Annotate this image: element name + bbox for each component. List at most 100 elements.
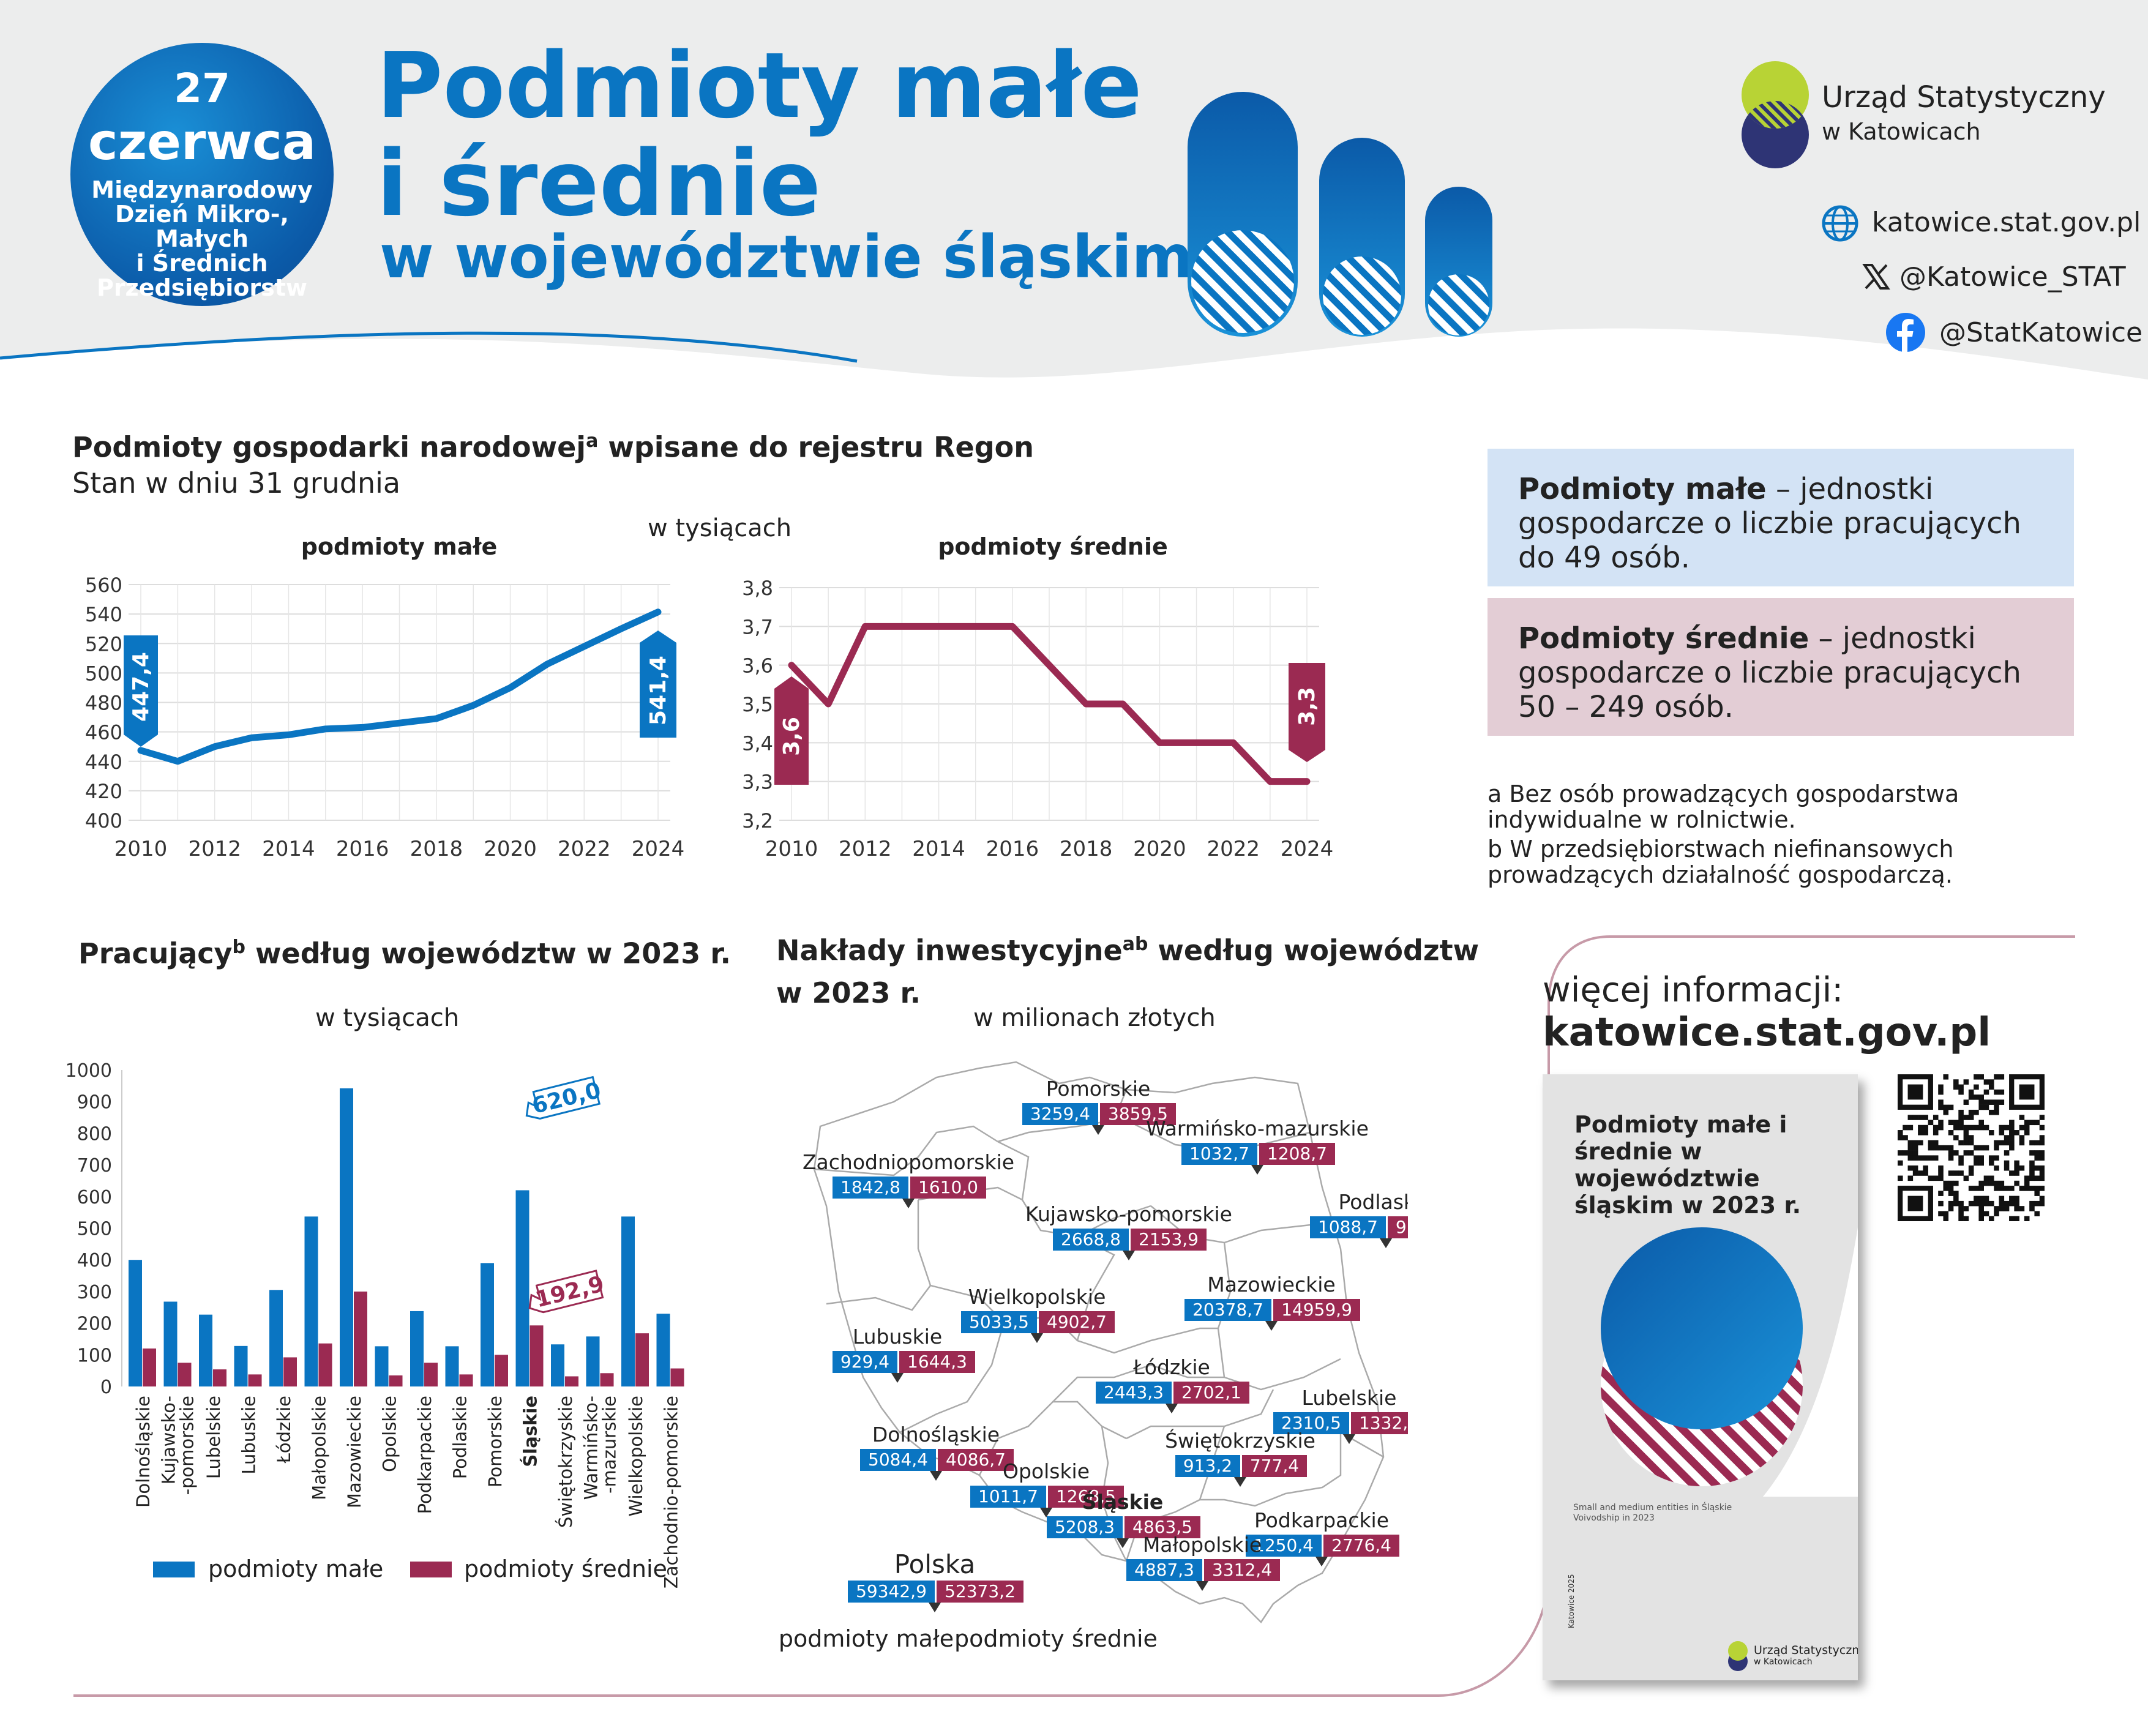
publication-title: Podmioty małe i średnie w województwie ś… (1574, 1111, 1802, 1219)
x-tick-label: 2010 (114, 837, 168, 861)
qr-module (2014, 1195, 2019, 1202)
qr-module (2019, 1186, 2025, 1191)
qr-module (2024, 1120, 2030, 1126)
qr-module (1994, 1145, 1999, 1151)
qr-module (1907, 1175, 1914, 1181)
qr-module (2019, 1140, 2025, 1146)
qr-module (1988, 1084, 1994, 1090)
qr-module (1958, 1200, 1964, 1207)
y-tick-label: 600 (77, 1187, 112, 1208)
more-info-label: więcej informacji: (1543, 970, 1844, 1010)
qr-module (1999, 1140, 2005, 1146)
qr-module (2034, 1140, 2040, 1146)
qr-module (2039, 1186, 2045, 1191)
qr-module (2029, 1206, 2035, 1211)
y-tick-label: 500 (77, 1219, 112, 1240)
x-icon (1862, 264, 1890, 290)
badge-line: Dzień Mikro-, Małych (115, 201, 289, 252)
qr-module (1923, 1130, 1928, 1136)
regon-title-end: wpisane do rejestru Regon (598, 430, 1035, 464)
qr-module (1978, 1104, 1984, 1110)
y-tick-label: 800 (77, 1123, 112, 1145)
office-name: Urząd Statystyczny (1822, 80, 2106, 114)
qr-module (1958, 1089, 1964, 1095)
qr-module (2004, 1200, 2010, 1207)
legend-label-small: podmioty małe (208, 1555, 383, 1582)
qr-module (1974, 1200, 1979, 1207)
qr-module (2014, 1165, 2019, 1171)
x-category-label: Dolnośląskie (133, 1396, 154, 1508)
qr-module (1963, 1150, 1969, 1156)
bar-medium (178, 1363, 192, 1386)
map-region-entry: Mazowieckie 20378,7 14959,9 (1184, 1273, 1360, 1331)
qr-module (2029, 1140, 2035, 1146)
region-value-box-medium (1204, 1559, 1280, 1581)
value-callout (1289, 663, 1325, 762)
region-value-box-small (1096, 1382, 1172, 1404)
x-category-label: Podkarpackie (414, 1396, 435, 1514)
more-info-url[interactable]: katowice.stat.gov.pl (1543, 1010, 1991, 1055)
qr-module (1898, 1150, 1903, 1156)
page-title-line3: w województwie śląskim (380, 223, 1193, 291)
region-value-small: 1088,7 (1318, 1217, 1378, 1237)
x-category-label: Łódzkie (274, 1396, 294, 1464)
region-value-box-medium (1273, 1299, 1360, 1321)
qr-module (1963, 1130, 1969, 1136)
qr-module (1938, 1211, 1944, 1217)
qr-module (1978, 1124, 1984, 1131)
qr-module (1928, 1140, 1934, 1146)
qr-module (1999, 1124, 2005, 1131)
qr-module (1963, 1079, 1969, 1085)
region-value-medium: 14959,9 (1281, 1300, 1352, 1320)
qr-module (2024, 1130, 2030, 1136)
region-pointer (1092, 1125, 1104, 1135)
region-value-medium: 2153,9 (1139, 1229, 1199, 1249)
y-tick-label: 0 (100, 1377, 112, 1398)
header-pills-graphic (1188, 92, 1492, 337)
qr-module (1938, 1099, 1944, 1105)
definition-text: – jednostki gospodarcze o liczbie pracuj… (1518, 621, 2021, 724)
qr-module (1948, 1155, 1954, 1161)
region-value-box-medium (1048, 1486, 1124, 1508)
map-region-entry: Wielkopolskie 5033,5 4902,7 (961, 1285, 1115, 1343)
qr-module (1994, 1180, 1999, 1186)
qr-module (2024, 1186, 2030, 1191)
x-category-label: Zachodnio-pomorskie (661, 1396, 682, 1588)
qr-module (1963, 1175, 1969, 1181)
website-link[interactable]: katowice.stat.gov.pl (1872, 207, 2141, 238)
qr-module (1953, 1195, 1959, 1202)
qr-module (2034, 1175, 2040, 1181)
qr-module (1948, 1145, 1954, 1151)
bar-small (340, 1088, 353, 1386)
x-tick-label: 2018 (1060, 837, 1113, 861)
facebook-handle-link[interactable]: @StatKatowice (1939, 317, 2143, 348)
qr-module (1994, 1186, 1999, 1191)
qr-module (1983, 1104, 1989, 1110)
region-value-box-medium (938, 1449, 1014, 1471)
qr-module (1898, 1175, 1903, 1181)
qr-module (1943, 1109, 1949, 1115)
footnote-a: a Bez osób prowadzących gospodarstwa ind… (1488, 780, 1959, 833)
qr-module (1994, 1099, 1999, 1105)
qr-module (2009, 1124, 2015, 1131)
qr-module (1907, 1155, 1914, 1161)
region-value-box-medium (1173, 1382, 1249, 1404)
qr-module (1933, 1175, 1939, 1181)
qr-module (1978, 1195, 1984, 1202)
qr-code-icon[interactable] (1898, 1074, 2045, 1221)
bar-small (234, 1345, 248, 1386)
y-tick-label: 440 (85, 750, 122, 774)
qr-module (1907, 1124, 1914, 1131)
qr-module (1943, 1074, 1949, 1080)
region-name: Małopolskie (1143, 1533, 1262, 1557)
x-handle-link[interactable]: @Katowice_STAT (1899, 261, 2126, 293)
qr-module (2029, 1186, 2035, 1191)
y-tick-label: 3,2 (742, 809, 773, 832)
qr-module (1978, 1074, 1984, 1080)
region-value-small: 1842,8 (840, 1177, 900, 1197)
publication-cover[interactable]: Podmioty małe i średnie w województwie ś… (1543, 1074, 1858, 1680)
map-region-entry: Podlaskie 1088,7 915,0 (1310, 1190, 1408, 1248)
region-value-medium: 777,4 (1250, 1456, 1299, 1476)
x-tick-label: 2020 (1133, 837, 1186, 861)
bar-small (656, 1314, 670, 1386)
